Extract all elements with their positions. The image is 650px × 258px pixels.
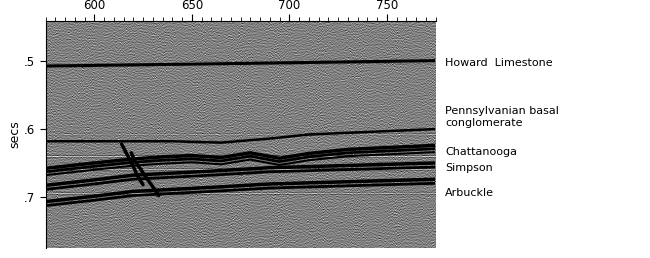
Text: Arbuckle: Arbuckle (445, 188, 494, 198)
Y-axis label: secs: secs (8, 120, 21, 148)
Text: Howard  Limestone: Howard Limestone (445, 58, 553, 68)
Text: Simpson: Simpson (445, 163, 493, 173)
Text: Chattanooga: Chattanooga (445, 147, 517, 157)
Text: Pennsylvanian basal
conglomerate: Pennsylvanian basal conglomerate (445, 106, 559, 128)
